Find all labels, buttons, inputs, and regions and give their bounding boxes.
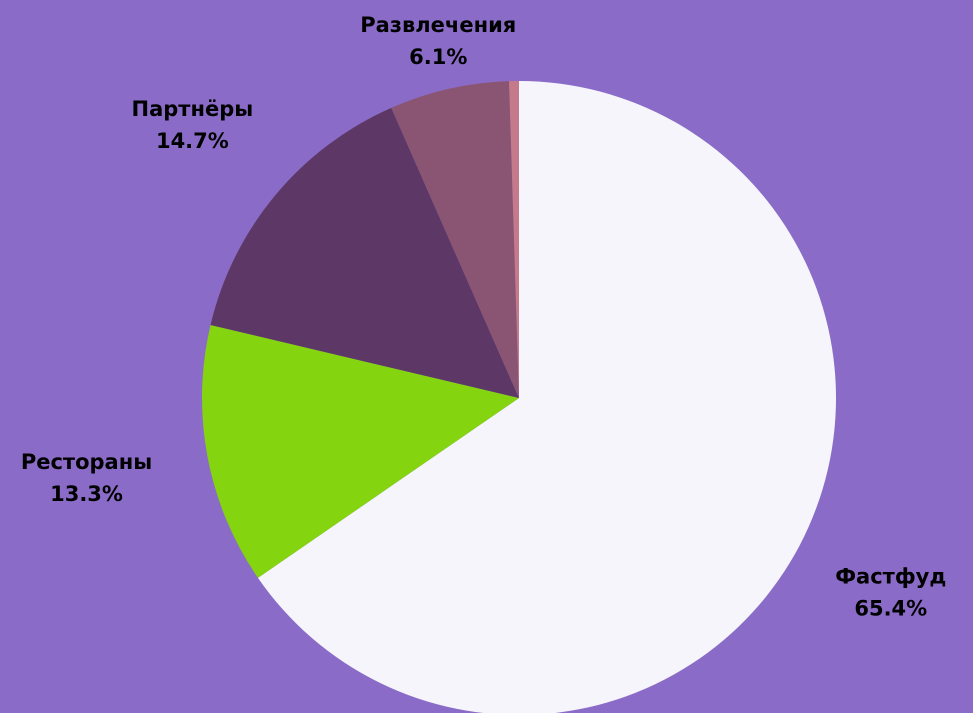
slice-label: Фастфуд <box>835 564 946 588</box>
pie-slice <box>202 324 519 578</box>
pie-slice <box>257 81 836 715</box>
slice-label: Развлечения <box>360 13 516 37</box>
slice-value: 6.1% <box>409 45 467 69</box>
slice-value: 14.7% <box>156 129 229 153</box>
slice-label: Партнёры <box>132 97 254 121</box>
pie-slice <box>210 107 519 399</box>
slice-value: 65.4% <box>854 596 927 620</box>
pie-slice <box>391 81 519 398</box>
slice-label: Рестораны <box>21 450 152 474</box>
slice-value: 13.3% <box>50 482 123 506</box>
pie-slice <box>509 81 519 398</box>
